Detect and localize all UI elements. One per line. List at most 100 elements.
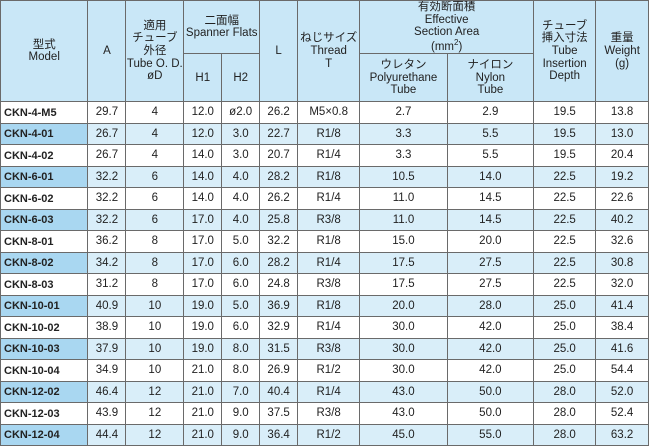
cell-weight: 13.8 xyxy=(595,101,649,124)
cell-nylon-area: 42.0 xyxy=(446,337,535,361)
cell-thread: R1/4 xyxy=(297,144,361,167)
cell-tube-od: 10 xyxy=(125,294,185,318)
cell-h2: ø2.0 xyxy=(221,101,261,124)
cell-polyurethane-area: 2.7 xyxy=(359,101,448,124)
cell-nylon-area: 50.0 xyxy=(446,402,535,425)
cell-tube-od: 10 xyxy=(125,359,185,382)
table-row: CKN-12-03 43.9 12 21.0 9.0 37.5 R3/8 43.0 50.0 28… xyxy=(0,402,649,425)
cell-weight: 41.6 xyxy=(595,337,649,361)
table-row: CKN-8-02 34.2 8 17.0 6.0 28.2 R1/4 17.5 27.5 22.5… xyxy=(0,251,649,275)
cell-polyurethane-area: 11.0 xyxy=(359,208,448,232)
cell-l: 22.7 xyxy=(259,122,299,146)
cell-insertion-depth: 28.0 xyxy=(533,380,597,404)
cell-model: CKN-8-02 xyxy=(0,251,89,275)
cell-h2: 4.0 xyxy=(221,187,261,210)
table-row: CKN-6-01 32.2 6 14.0 4.0 28.2 R1/8 10.5 14.0 22.5… xyxy=(0,165,649,189)
cell-polyurethane-area: 20.0 xyxy=(359,294,448,318)
cell-weight: 54.4 xyxy=(595,359,649,382)
table-body: CKN-4-M5 29.7 4 12.0 ø2.0 26.2 M5×0.8 2.7 2.9 19.… xyxy=(0,101,649,446)
cell-weight: 32.6 xyxy=(595,230,649,253)
cell-tube-od: 4 xyxy=(125,122,185,146)
cell-thread: R1/8 xyxy=(297,165,361,189)
cell-h2: 9.0 xyxy=(221,423,261,446)
cell-tube-od: 8 xyxy=(125,273,185,296)
cell-weight: 38.4 xyxy=(595,316,649,339)
cell-model: CKN-12-02 xyxy=(0,380,89,404)
cell-weight: 63.2 xyxy=(595,423,649,446)
cell-model: CKN-6-01 xyxy=(0,165,89,189)
cell-thread: R3/8 xyxy=(297,337,361,361)
cell-h1: 21.0 xyxy=(183,402,223,425)
cell-nylon-area: 2.9 xyxy=(446,101,535,124)
cell-a: 26.7 xyxy=(87,122,127,146)
cell-thread: R3/8 xyxy=(297,402,361,425)
cell-l: 20.7 xyxy=(259,144,299,167)
table-header: 型式 Model A 適用 チューブ 外径 Tube O. D. øD 二面幅 … xyxy=(0,0,649,103)
cell-polyurethane-area: 30.0 xyxy=(359,316,448,339)
cell-insertion-depth: 25.0 xyxy=(533,337,597,361)
cell-nylon-area: 55.0 xyxy=(446,423,535,446)
cell-weight: 41.4 xyxy=(595,294,649,318)
cell-thread: R3/8 xyxy=(297,208,361,232)
cell-h2: 4.0 xyxy=(221,208,261,232)
table-row: CKN-10-02 38.9 10 19.0 6.0 32.9 R1/4 30.0 42.0 25… xyxy=(0,316,649,339)
cell-a: 29.7 xyxy=(87,101,127,124)
cell-nylon-area: 20.0 xyxy=(446,230,535,253)
header-model: 型式 Model xyxy=(0,0,89,103)
cell-h1: 17.0 xyxy=(183,273,223,296)
cell-model: CKN-8-03 xyxy=(0,273,89,296)
cell-l: 32.9 xyxy=(259,316,299,339)
cell-h1: 14.0 xyxy=(183,144,223,167)
cell-h1: 12.0 xyxy=(183,122,223,146)
cell-h1: 17.0 xyxy=(183,208,223,232)
header-spanner-flats: 二面幅 Spanner Flats xyxy=(183,0,261,55)
cell-h1: 14.0 xyxy=(183,165,223,189)
cell-polyurethane-area: 3.3 xyxy=(359,144,448,167)
cell-model: CKN-4-02 xyxy=(0,144,89,167)
cell-insertion-depth: 19.5 xyxy=(533,101,597,124)
cell-l: 36.4 xyxy=(259,423,299,446)
cell-nylon-area: 14.5 xyxy=(446,208,535,232)
cell-weight: 13.0 xyxy=(595,122,649,146)
cell-polyurethane-area: 10.5 xyxy=(359,165,448,189)
cell-polyurethane-area: 17.5 xyxy=(359,251,448,275)
header-tube-od: 適用 チューブ 外径 Tube O. D. øD xyxy=(125,0,185,103)
cell-tube-od: 6 xyxy=(125,208,185,232)
cell-insertion-depth: 28.0 xyxy=(533,402,597,425)
header-section-area: 有効断面積 Effective Section Area (mm2) xyxy=(359,0,535,55)
cell-a: 32.2 xyxy=(87,208,127,232)
cell-model: CKN-4-01 xyxy=(0,122,89,146)
cell-model: CKN-6-03 xyxy=(0,208,89,232)
header-h2: H2 xyxy=(221,53,261,103)
cell-weight: 30.8 xyxy=(595,251,649,275)
cell-h2: 8.0 xyxy=(221,337,261,361)
cell-thread: R1/2 xyxy=(297,359,361,382)
cell-weight: 32.0 xyxy=(595,273,649,296)
cell-a: 46.4 xyxy=(87,380,127,404)
header-polyurethane: ウレタン Polyurethane Tube xyxy=(359,53,448,103)
cell-h2: 7.0 xyxy=(221,380,261,404)
cell-polyurethane-area: 30.0 xyxy=(359,337,448,361)
cell-model: CKN-12-04 xyxy=(0,423,89,446)
cell-model: CKN-12-03 xyxy=(0,402,89,425)
table-row: CKN-4-01 26.7 4 12.0 3.0 22.7 R1/8 3.3 5.5 19.5 13… xyxy=(0,122,649,146)
cell-weight: 40.2 xyxy=(595,208,649,232)
cell-insertion-depth: 25.0 xyxy=(533,316,597,339)
cell-model: CKN-4-M5 xyxy=(0,101,89,124)
cell-thread: R3/8 xyxy=(297,273,361,296)
cell-insertion-depth: 22.5 xyxy=(533,165,597,189)
cell-insertion-depth: 19.5 xyxy=(533,144,597,167)
cell-nylon-area: 42.0 xyxy=(446,316,535,339)
cell-weight: 22.6 xyxy=(595,187,649,210)
cell-nylon-area: 27.5 xyxy=(446,273,535,296)
table-row: CKN-10-03 37.9 10 19.0 8.0 31.5 R3/8 30.0 42.0 25… xyxy=(0,337,649,361)
cell-thread: R1/4 xyxy=(297,251,361,275)
cell-l: 32.2 xyxy=(259,230,299,253)
cell-h2: 8.0 xyxy=(221,359,261,382)
table-row: CKN-12-02 46.4 12 21.0 7.0 40.4 R1/4 43.0 50.0 28… xyxy=(0,380,649,404)
cell-h2: 6.0 xyxy=(221,316,261,339)
cell-polyurethane-area: 30.0 xyxy=(359,359,448,382)
cell-thread: R1/8 xyxy=(297,230,361,253)
cell-model: CKN-8-01 xyxy=(0,230,89,253)
